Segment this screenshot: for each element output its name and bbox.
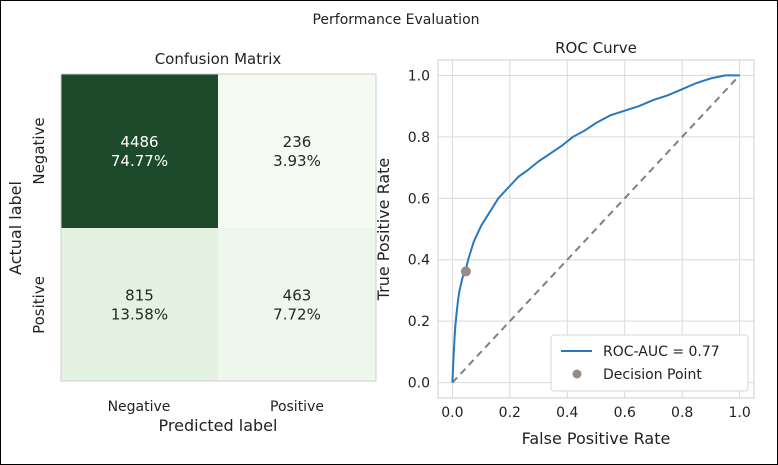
cm-ytick-negative: Negative <box>30 117 48 184</box>
roc-xtick-label: 1.0 <box>729 405 751 421</box>
cm-cell-count: 236 <box>283 133 312 151</box>
roc-xtick-label: 0.8 <box>671 405 693 421</box>
roc-diagonal-baseline <box>451 74 741 384</box>
cm-ylabel: Actual label <box>6 181 25 275</box>
legend-box <box>550 334 749 392</box>
roc-axes-frame <box>437 59 755 399</box>
cm-axes-frame <box>60 73 377 382</box>
roc-xlabel: False Positive Rate <box>522 429 671 448</box>
roc-ytick-label: 0.0 <box>408 376 430 392</box>
roc-ytick-label: 0.6 <box>408 191 430 207</box>
cm-cell-percent: 3.93% <box>273 152 321 170</box>
roc-series-layer <box>451 74 741 384</box>
cm-cell-percent: 13.58% <box>111 306 168 324</box>
cm-ytick-positive: Positive <box>30 276 48 334</box>
cm-xtick-positive: Positive <box>270 399 324 415</box>
cm-xtick-negative: Negative <box>108 399 171 415</box>
roc-curve-line <box>451 74 740 383</box>
cm-cell-count: 815 <box>125 287 154 305</box>
roc-ylabel: True Positive Rate <box>374 158 393 302</box>
figure-suptitle: Performance Evaluation <box>312 12 479 28</box>
roc-title: ROC Curve <box>555 39 637 57</box>
roc-legend: ROC-AUC = 0.77 Decision Point <box>550 334 749 392</box>
cm-cell-positive-negative <box>61 228 218 381</box>
cm-cell-percent: 7.72% <box>273 306 321 324</box>
roc-chart: ROC Curve 0.0 0.2 0.4 0.6 0.8 1.0 0.0 0.2 0.4 0.6… <box>374 39 755 448</box>
roc-ytick-label: 0.4 <box>408 253 430 269</box>
cm-cell-count: 463 <box>283 287 312 305</box>
roc-ytick-label: 1.0 <box>408 68 430 84</box>
roc-decision-point <box>460 266 471 277</box>
cm-title: Confusion Matrix <box>155 50 282 68</box>
roc-xtick-label: 0.0 <box>441 405 463 421</box>
legend-point-swatch <box>572 369 582 379</box>
roc-ticks: 0.0 0.2 0.4 0.6 0.8 1.0 0.0 0.2 0.4 0.6 0.8 1.0 <box>408 68 751 421</box>
roc-xtick-label: 0.6 <box>614 405 636 421</box>
cm-cell-positive-positive <box>218 228 376 381</box>
roc-ytick-label: 0.8 <box>408 130 430 146</box>
cm-cell-percent: 74.77% <box>111 152 168 170</box>
roc-xtick-label: 0.4 <box>556 405 578 421</box>
cm-cell-negative-positive <box>218 74 376 228</box>
cm-cell-count: 4486 <box>120 133 158 151</box>
roc-xtick-label: 0.2 <box>499 405 521 421</box>
cm-cell-negative-negative <box>61 74 218 228</box>
roc-ytick-label: 0.2 <box>408 314 430 330</box>
cm-xlabel: Predicted label <box>159 416 278 435</box>
legend-label-roc-auc: ROC-AUC = 0.77 <box>603 344 720 360</box>
legend-label-decision-point: Decision Point <box>603 367 702 383</box>
